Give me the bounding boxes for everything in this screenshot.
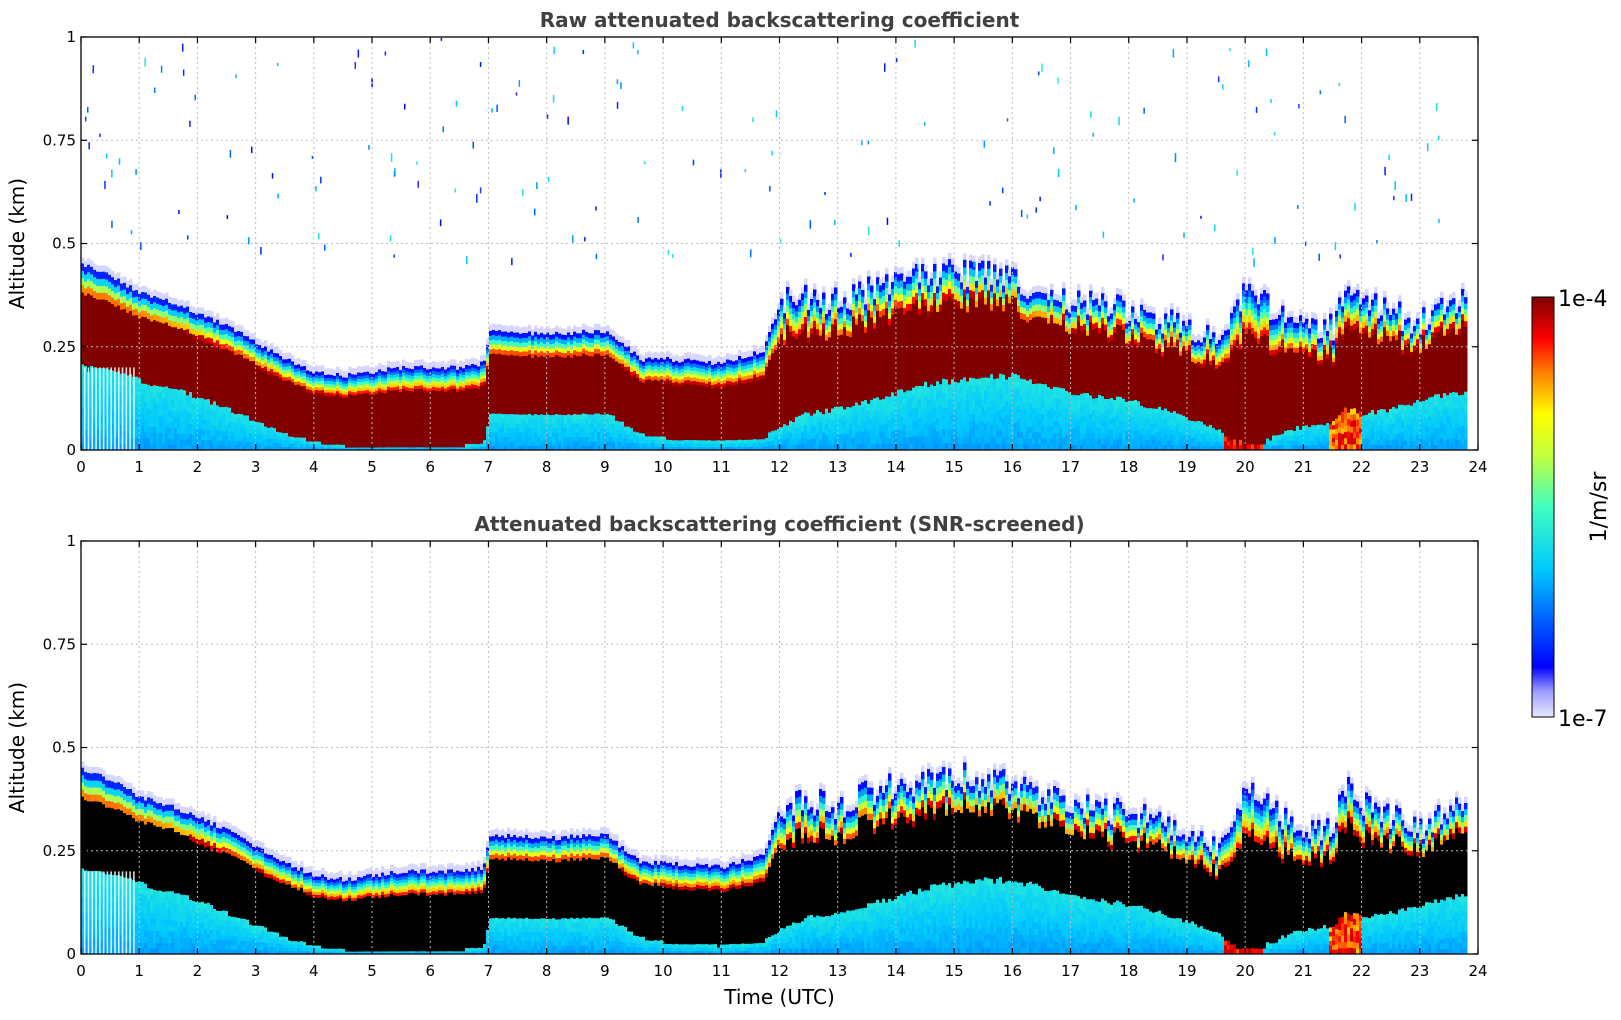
x-tick-label: 16 xyxy=(1003,458,1022,476)
x-tick-label: 14 xyxy=(886,458,905,476)
y-tick-label: 0 xyxy=(66,441,76,459)
x-tick-label: 4 xyxy=(309,458,319,476)
x-axis-label: Time (UTC) xyxy=(723,985,835,1009)
x-tick-label: 3 xyxy=(251,962,261,980)
x-tick-label: 2 xyxy=(193,962,203,980)
x-tick-label: 20 xyxy=(1236,458,1255,476)
x-tick-label: 15 xyxy=(945,458,964,476)
x-tick-label: 13 xyxy=(828,962,847,980)
x-tick-label: 1 xyxy=(134,458,144,476)
x-tick-label: 19 xyxy=(1177,458,1196,476)
y-tick-label: 1 xyxy=(66,532,76,550)
x-tick-label: 23 xyxy=(1410,458,1429,476)
y-axis-ticks: 0 0.25 0.5 0.75 1 xyxy=(43,28,1478,459)
x-tick-label: 12 xyxy=(770,458,789,476)
x-tick-label: 7 xyxy=(484,458,494,476)
gridlines xyxy=(81,37,1478,450)
y-axis-label: Altitude (km) xyxy=(5,682,29,813)
x-tick-label: 21 xyxy=(1294,458,1313,476)
y-tick-label: 0 xyxy=(66,945,76,963)
y-tick-label: 0.75 xyxy=(43,635,76,653)
x-axis-ticks: 0 1 2 3 4 5 6 7 8 9 10 11 12 13 14 15 16 17 18 19 20 21 22 23 24 xyxy=(76,541,1488,980)
x-tick-label: 11 xyxy=(712,962,731,980)
x-tick-label: 1 xyxy=(134,962,144,980)
x-tick-label: 16 xyxy=(1003,962,1022,980)
x-tick-label: 19 xyxy=(1177,962,1196,980)
x-tick-label: 9 xyxy=(600,458,610,476)
y-tick-label: 0.5 xyxy=(52,739,76,757)
y-tick-label: 0.25 xyxy=(43,338,76,356)
x-tick-label: 10 xyxy=(654,962,673,980)
x-tick-label: 13 xyxy=(828,458,847,476)
colorbar: 1e-4 1e-7 1/m/sr xyxy=(1531,287,1612,732)
x-tick-label: 22 xyxy=(1352,458,1371,476)
y-axis-ticks: 0 0.25 0.5 0.75 1 xyxy=(43,532,1478,963)
x-tick-label: 2 xyxy=(193,458,203,476)
y-tick-label: 0.25 xyxy=(43,842,76,860)
x-tick-label: 5 xyxy=(367,962,377,980)
colorbar-units-label: 1/m/sr xyxy=(1587,471,1612,543)
x-tick-label: 20 xyxy=(1236,962,1255,980)
x-tick-label: 0 xyxy=(76,458,86,476)
y-tick-label: 0.75 xyxy=(43,131,76,149)
x-tick-label: 11 xyxy=(712,458,731,476)
x-tick-label: 22 xyxy=(1352,962,1371,980)
colorbar-min-label: 1e-7 xyxy=(1558,707,1607,732)
x-tick-label: 9 xyxy=(600,962,610,980)
x-tick-label: 14 xyxy=(886,962,905,980)
x-tick-label: 18 xyxy=(1119,458,1138,476)
panel-screened: Attenuated backscattering coefficient (S… xyxy=(5,512,1488,1009)
y-tick-label: 0.5 xyxy=(52,235,76,253)
x-tick-label: 5 xyxy=(367,458,377,476)
x-tick-label: 24 xyxy=(1468,962,1487,980)
heatmap-raw xyxy=(81,37,1468,450)
x-tick-label: 23 xyxy=(1410,962,1429,980)
x-tick-label: 17 xyxy=(1061,458,1080,476)
chart-title: Raw attenuated backscattering coefficien… xyxy=(540,8,1020,32)
x-tick-label: 21 xyxy=(1294,962,1313,980)
x-tick-label: 17 xyxy=(1061,962,1080,980)
x-tick-label: 8 xyxy=(542,458,552,476)
x-tick-label: 7 xyxy=(484,962,494,980)
x-tick-label: 6 xyxy=(425,458,435,476)
x-tick-label: 6 xyxy=(425,962,435,980)
heatmap-screened xyxy=(81,756,1468,954)
y-tick-label: 1 xyxy=(66,28,76,46)
x-tick-label: 8 xyxy=(542,962,552,980)
colorbar-max-label: 1e-4 xyxy=(1558,287,1607,312)
colorbar-gradient xyxy=(1531,296,1555,718)
x-tick-label: 10 xyxy=(654,458,673,476)
x-tick-label: 3 xyxy=(251,458,261,476)
x-tick-label: 0 xyxy=(76,962,86,980)
x-tick-label: 15 xyxy=(945,962,964,980)
x-tick-label: 18 xyxy=(1119,962,1138,980)
chart-title: Attenuated backscattering coefficient (S… xyxy=(474,512,1084,536)
panel-raw: Raw attenuated backscattering coefficien… xyxy=(5,8,1488,476)
y-axis-label: Altitude (km) xyxy=(5,178,29,309)
x-tick-label: 12 xyxy=(770,962,789,980)
x-tick-label: 24 xyxy=(1468,458,1487,476)
x-tick-label: 4 xyxy=(309,962,319,980)
x-axis-ticks: 0 1 2 3 4 5 6 7 8 9 10 11 12 13 14 15 16 17 18 19 20 21 22 23 24 xyxy=(76,37,1488,476)
gridlines xyxy=(81,541,1478,954)
